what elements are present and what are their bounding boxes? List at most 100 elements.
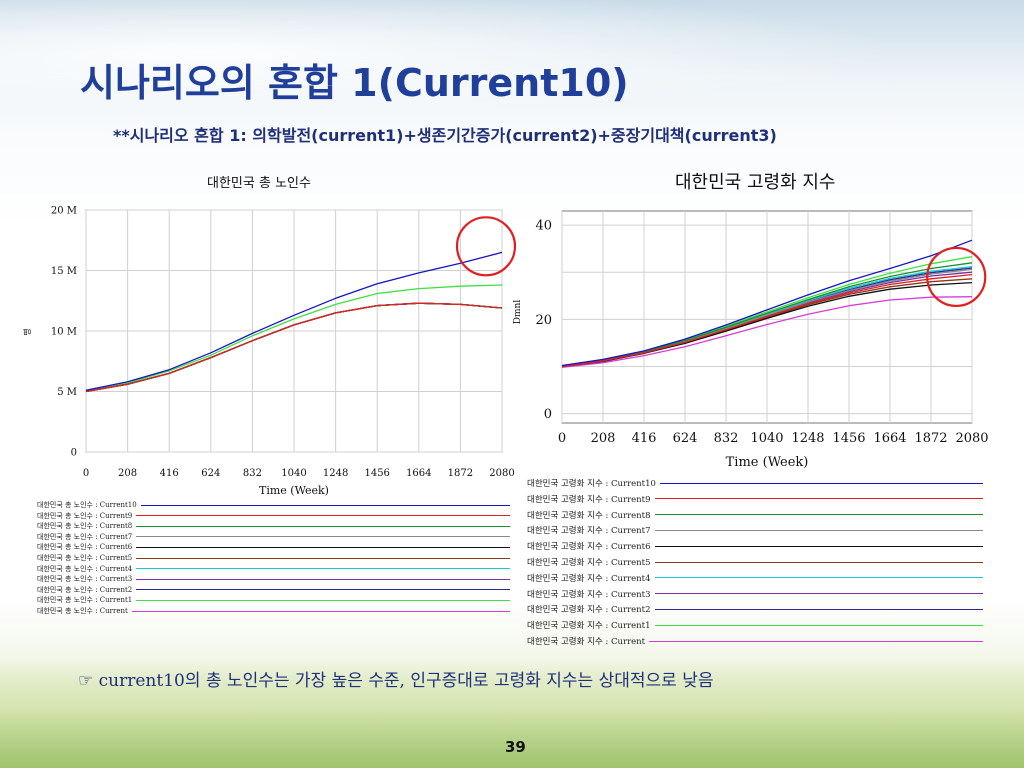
y-tick-label: 10 M [51,327,77,338]
x-tick-label: 208 [591,431,616,446]
series-line [561,262,973,368]
legend-swatch-line [136,525,510,527]
legend-entry: 대한민국 총 노인수 : Current5 [37,553,510,563]
y-tick-label: 20 [535,313,552,328]
legend-entry: 대한민국 총 노인수 : Current2 [37,585,510,595]
legend-swatch-line [654,577,983,579]
legend-swatch-line [136,515,510,517]
legend-label: 대한민국 총 노인수 : Current9 [37,511,133,520]
slide-title: 시나리오의 혼합 1(Current10) [80,61,629,105]
legend-swatch-line [136,599,510,601]
chart-title: 대한민국 고령화 지수 [675,172,836,193]
legend-swatch-line [131,610,510,612]
x-axis-label: Time (Week) [726,455,809,470]
x-tick-label: 624 [201,468,220,479]
legend-entry: 대한민국 총 노인수 : Current1 [37,595,510,605]
legend-swatch-line [140,504,510,506]
legend-swatch-line [654,561,983,563]
x-tick-label: 416 [632,431,657,446]
y-tick-label: 20 M [51,206,77,217]
legend-label: 대한민국 고령화 지수 : Current8 [527,510,651,521]
x-tick-label: 208 [118,468,137,479]
legend-label: 대한민국 고령화 지수 : Current5 [527,558,651,568]
legend-entry: 대한민국 고령화 지수 : Current1 [527,620,983,631]
y-tick-label: 40 [535,219,552,234]
x-tick-label: 2080 [955,431,988,446]
legend-label: 대한민국 고령화 지수 : Current10 [527,479,656,489]
legend-swatch-line [649,640,983,642]
legend-entry: 대한민국 총 노인수 : Current10 [37,500,510,510]
legend-swatch-line [654,545,983,547]
legend-swatch-line [654,608,983,610]
y-tick-label: 5 M [57,387,77,398]
y-tick-label: 15 M [51,266,77,277]
y-axis-label: 명 [22,328,32,335]
legend-entry: 대한민국 총 노인수 : Current7 [37,532,510,542]
legend-swatch-line [654,498,983,500]
legend-entry: 대한민국 고령화 지수 : Current6 [527,541,983,553]
x-tick-label: 0 [83,468,89,479]
x-tick-label: 832 [714,431,739,446]
series-line [561,239,973,367]
legend-label: 대한민국 고령화 지수 : Current4 [527,573,651,584]
legend-label: 대한민국 고령화 지수 : Current2 [527,605,651,616]
x-tick-label: 2080 [489,468,514,479]
legend-label: 대한민국 총 노인수 : Current5 [37,554,133,562]
legend-label: 대한민국 총 노인수 : Current2 [37,585,133,594]
legend-entry: 대한민국 고령화 지수 : Current10 [527,478,983,489]
page-number: 39 [505,738,526,756]
legend-label: 대한민국 고령화 지수 : Current7 [527,526,651,537]
series-line [85,302,503,393]
legend-swatch-line [136,568,510,570]
chart-title: 대한민국 총 노인수 [207,176,311,191]
x-tick-label: 1664 [406,468,431,479]
series-line [561,273,973,368]
x-tick-label: 0 [558,431,566,446]
legend-label: 대한민국 고령화 지수 : Current6 [527,542,651,553]
legend-swatch-line [654,514,983,516]
legend-label: 대한민국 총 노인수 : Current4 [37,564,133,573]
y-axis-label: Dmnl [513,300,523,325]
legend-swatch-line [654,529,983,531]
x-tick-label: 1040 [281,468,306,479]
sky-background [0,0,1024,130]
legend-entry: 대한민국 고령화 지수 : Current8 [527,510,983,521]
legend-swatch-line [136,536,510,538]
x-axis-label: Time (Week) [259,484,329,497]
x-tick-label: 1456 [364,468,389,479]
highlight-circle [455,216,517,277]
legend-label: 대한민국 총 노인수 : Current6 [37,543,133,552]
legend-entry: 대한민국 총 노인수 : Current8 [37,521,510,531]
legend-label: 대한민국 총 노인수 : Current3 [37,575,133,584]
legend-entry: 대한민국 고령화 지수 : Current3 [527,589,983,600]
legend-label: 대한민국 고령화 지수 : Current9 [527,494,651,505]
legend-entry: 대한민국 고령화 지수 : Current9 [527,494,983,505]
legend-entry: 대한민국 총 노인수 : Current9 [37,511,510,521]
legend-swatch-line [659,482,983,484]
legend-entry: 대한민국 총 노인수 : Current4 [37,564,510,574]
legend-swatch-line [136,557,510,559]
legend-entry: 대한민국 고령화 지수 : Current4 [527,573,983,584]
x-tick-label: 1456 [832,431,865,446]
legend-entry: 대한민국 총 노인수 : Current [37,606,510,616]
x-tick-label: 624 [673,431,698,446]
x-tick-label: 1248 [791,431,824,446]
footnote: ☞ current10의 총 노인수는 가장 높은 수준, 인구증대로 고령화 … [78,671,714,691]
highlight-circle [926,246,987,308]
legend-entry: 대한민국 총 노인수 : Current6 [37,542,510,552]
series-line [85,251,503,391]
grass-background [0,655,1024,768]
x-tick-label: 1872 [448,468,473,479]
y-tick-label: 0 [544,407,552,422]
legend-entry: 대한민국 총 노인수 : Current3 [37,574,510,584]
legend-label: 대한민국 총 노인수 : Current7 [37,532,133,541]
legend-label: 대한민국 고령화 지수 : Current [527,637,646,647]
x-tick-label: 1248 [323,468,348,479]
x-tick-label: 832 [243,468,262,479]
x-tick-label: 1664 [873,431,906,446]
legend-swatch-line [136,589,510,591]
legend-entry: 대한민국 고령화 지수 : Current [527,636,983,647]
legend-entry: 대한민국 고령화 지수 : Current7 [527,525,983,537]
